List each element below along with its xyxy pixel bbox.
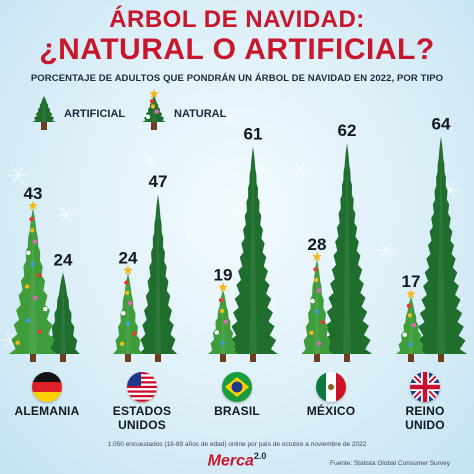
country-label-line-1: BRASIL — [214, 404, 260, 418]
legend-artificial-tree-icon — [32, 96, 56, 130]
flag-uk-icon — [410, 372, 440, 402]
country-label: ESTADOS UNIDOS — [95, 404, 189, 432]
star-icon — [218, 282, 228, 292]
country-label: MÉXICO — [284, 404, 378, 418]
tree-artificial — [8, 200, 58, 362]
star-icon — [149, 89, 159, 99]
value-label-artificial: 19 — [214, 265, 233, 284]
footnote: 1.050 encuestados (18-89 años de edad) o… — [107, 441, 367, 448]
value-label-natural: 64 — [432, 114, 451, 133]
country-label-line-1: MÉXICO — [306, 404, 356, 418]
value-label-natural: 24 — [54, 250, 73, 269]
legend-natural-tree-icon — [142, 89, 166, 130]
value-label-natural: 47 — [149, 172, 168, 191]
logo-text: Merca — [207, 452, 254, 470]
country-label: REINO UNIDO — [378, 404, 472, 432]
tree-artificial — [208, 282, 238, 362]
star-icon — [28, 200, 38, 210]
title-line-2: ¿NATURAL O ARTIFICIAL? — [39, 33, 435, 66]
country-label: BRASIL — [190, 404, 284, 418]
snowflake-icon — [8, 166, 28, 184]
tree-artificial — [113, 265, 143, 362]
tree-natural — [321, 143, 373, 362]
legend-natural: NATURAL — [168, 96, 258, 132]
snowflake-icon — [291, 161, 309, 179]
country-label-line-1: REINO — [405, 404, 445, 418]
snowflake-icon — [224, 114, 236, 126]
tree-artificial — [396, 289, 426, 362]
snowflake-icon — [58, 207, 74, 223]
country-label-line-2: UNIDO — [405, 418, 445, 432]
tree-natural — [414, 136, 468, 362]
country-label: ALEMANIA — [0, 404, 94, 418]
star-icon — [312, 251, 322, 261]
flag-mexico-icon — [316, 372, 346, 402]
logo: Merca2.0 — [200, 451, 274, 470]
value-labels: 43 24 24 47 19 61 28 62 17 64 — [24, 114, 451, 291]
snowflake-icon — [377, 241, 395, 259]
value-label-natural: 62 — [338, 121, 357, 140]
country-label-line-1: ALEMANIA — [14, 404, 80, 418]
value-label-natural: 61 — [244, 125, 263, 144]
tree-natural — [46, 272, 80, 362]
country-label-line-1: ESTADOS — [112, 404, 172, 418]
legend-artificial-label: ARTIFICIAL — [64, 108, 126, 120]
tree-marks — [8, 136, 468, 362]
country-label-line-2: UNIDOS — [118, 418, 166, 432]
flag-brazil-icon — [222, 372, 252, 402]
flag-usa-icon — [127, 372, 157, 402]
subtitle: PORCENTAJE DE ADULTOS QUE PONDRÁN UN ÁRB… — [30, 73, 444, 84]
snowflake-icon — [181, 226, 199, 244]
legend-artificial: ARTIFICIAL — [58, 96, 148, 132]
tree-artificial — [301, 251, 333, 362]
value-label-artificial: 43 — [24, 184, 43, 203]
title-line-1: ÁRBOL DE NAVIDAD: — [109, 6, 365, 33]
star-icon — [406, 289, 416, 299]
source-note: Fuente: Statista Global Consumer Survey — [330, 460, 450, 467]
logo-suffix: 2.0 — [253, 451, 267, 461]
flag-germany-icon — [32, 372, 62, 402]
tree-natural — [228, 146, 278, 362]
snowflake-decorations — [3, 114, 463, 347]
value-label-artificial: 17 — [402, 272, 421, 291]
legend-natural-label: NATURAL — [174, 108, 227, 120]
tree-natural — [138, 194, 178, 362]
snowflake-icon — [143, 153, 157, 167]
star-icon — [123, 265, 133, 275]
value-label-artificial: 24 — [119, 248, 138, 267]
legend-icons — [32, 89, 166, 130]
value-label-artificial: 28 — [308, 235, 327, 254]
